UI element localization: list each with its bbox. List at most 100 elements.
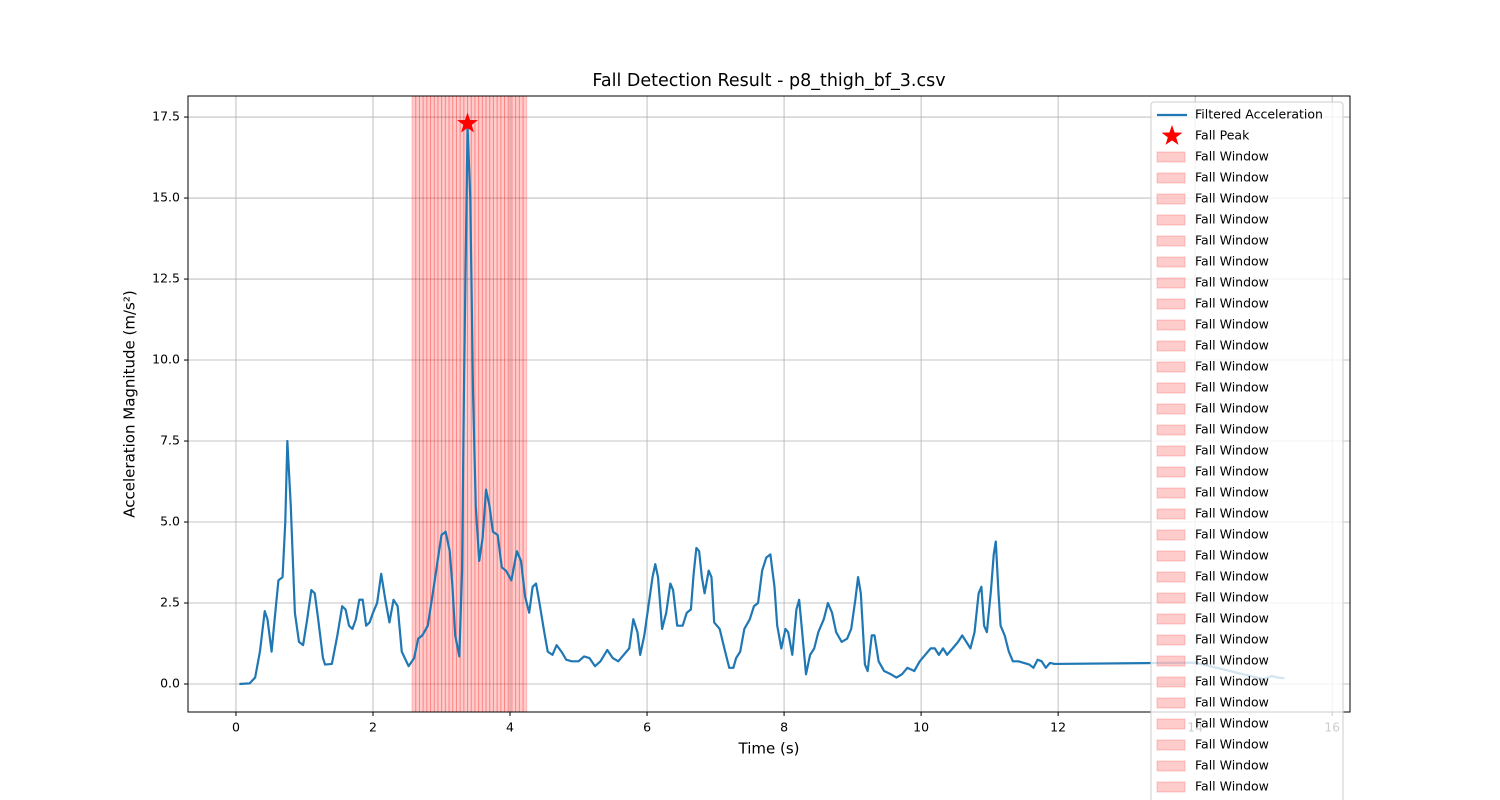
fall-window (422, 95, 428, 713)
legend-label: Fall Window (1195, 548, 1269, 563)
x-tick-label: 10 (913, 720, 929, 735)
fall-window (441, 95, 446, 713)
legend-label: Fall Window (1195, 611, 1269, 626)
fall-window (515, 95, 520, 713)
fall-window (481, 95, 487, 713)
legend-patch (1156, 760, 1186, 772)
legend-patch (1156, 214, 1186, 226)
y-axis-label: Acceleration Magnitude (m/s²) (121, 290, 139, 517)
legend-patch (1156, 466, 1186, 478)
legend-label: Fall Peak (1195, 128, 1250, 143)
fall-window (489, 95, 494, 713)
legend-label: Fall Window (1195, 275, 1269, 290)
legend-label: Fall Window (1195, 653, 1269, 668)
legend-patch (1156, 655, 1186, 667)
legend-label: Fall Window (1195, 485, 1269, 500)
x-tick-label: 6 (643, 720, 651, 735)
fall-window (518, 95, 524, 713)
y-tick-label: 7.5 (160, 433, 180, 448)
fall-window (478, 95, 483, 713)
fall-window (415, 95, 420, 713)
legend-label: Filtered Acceleration (1195, 107, 1323, 122)
chart-title: Fall Detection Result - p8_thigh_bf_3.cs… (592, 71, 945, 91)
legend-patch (1156, 277, 1186, 289)
fall-window (444, 95, 450, 713)
legend-label: Fall Window (1195, 191, 1269, 206)
fall-window (504, 95, 509, 713)
legend-label: Fall Window (1195, 422, 1269, 437)
y-tick-label: 17.5 (152, 109, 180, 124)
legend-patch (1156, 319, 1186, 331)
fall-window (418, 95, 424, 713)
legend: Filtered Acceleration Fall Peak Fall Windo… (1150, 101, 1344, 800)
legend-label: Fall Window (1195, 674, 1269, 689)
legend-label: Fall Window (1195, 170, 1269, 185)
x-tick-label: 4 (506, 720, 514, 735)
fall-window (437, 95, 443, 713)
fall-window (485, 95, 491, 713)
legend-label: Fall Window (1195, 212, 1269, 227)
legend-label: Fall Window (1195, 506, 1269, 521)
legend-patch (1156, 382, 1186, 394)
legend-patch (1156, 445, 1186, 457)
legend-patch (1156, 487, 1186, 499)
fall-window (433, 95, 439, 713)
fall-window (430, 95, 435, 713)
legend-label: Fall Window (1195, 359, 1269, 374)
legend-patch (1156, 256, 1186, 268)
legend-patch (1156, 739, 1186, 751)
legend-label: Fall Window (1195, 779, 1269, 794)
fall-window (511, 95, 517, 713)
legend-label: Fall Window (1195, 401, 1269, 416)
y-tick-label: 15.0 (152, 190, 180, 205)
legend-patch (1156, 172, 1186, 184)
legend-patch (1156, 151, 1186, 163)
legend-box (1150, 101, 1344, 800)
axes-frame (187, 95, 1351, 713)
legend-label: Fall Window (1195, 590, 1269, 605)
legend-patch (1156, 550, 1186, 562)
legend-patch (1156, 781, 1186, 793)
legend-label: Fall Window (1195, 527, 1269, 542)
legend-patch (1156, 298, 1186, 310)
x-tick-label: 12 (1050, 720, 1066, 735)
legend-patch (1156, 718, 1186, 730)
legend-patch (1156, 235, 1186, 247)
legend-patch (1156, 613, 1186, 625)
y-tick-label: 12.5 (152, 271, 180, 286)
data-line (239, 125, 1285, 686)
legend-patch (1156, 676, 1186, 688)
legend-star (1161, 125, 1183, 145)
x-tick-label: 0 (232, 720, 240, 735)
x-tick-label: 2 (369, 720, 377, 735)
legend-patch (1156, 193, 1186, 205)
fall-window (448, 95, 454, 713)
legend-patch (1156, 508, 1186, 520)
legend-patch (1156, 424, 1186, 436)
legend-label: Fall Window (1195, 695, 1269, 710)
legend-label: Fall Window (1195, 443, 1269, 458)
fall-peak (457, 112, 478, 133)
legend-label: Fall Window (1195, 380, 1269, 395)
legend-label: Fall Window (1195, 233, 1269, 248)
legend-label: Fall Window (1195, 569, 1269, 584)
legend-label: Fall Window (1195, 737, 1269, 752)
plot (239, 112, 1285, 686)
legend-patch (1156, 697, 1186, 709)
legend-label: Fall Window (1195, 758, 1269, 773)
legend-patch (1156, 634, 1186, 646)
legend-patch (1156, 592, 1186, 604)
fall-window (522, 95, 528, 713)
legend-patch (1156, 340, 1186, 352)
legend-label: Fall Window (1195, 296, 1269, 311)
fall-window (507, 95, 513, 713)
legend-label: Fall Window (1195, 149, 1269, 164)
fall-window (500, 95, 506, 713)
legend-label: Fall Window (1195, 317, 1269, 332)
legend-patch (1156, 529, 1186, 541)
legend-label: Fall Window (1195, 464, 1269, 479)
fall-window (474, 95, 480, 713)
legend-label: Fall Window (1195, 338, 1269, 353)
